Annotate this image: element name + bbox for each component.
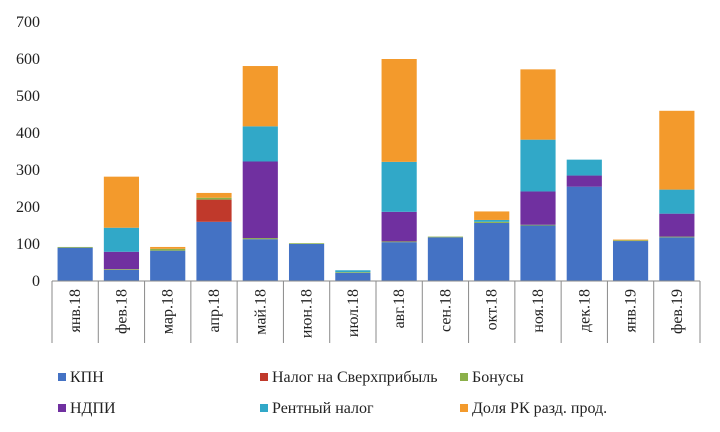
x-tick-label: янв.18 xyxy=(67,289,84,332)
legend-swatch xyxy=(460,373,468,381)
legend-label: Бонусы xyxy=(472,369,524,386)
bar-segment xyxy=(474,222,510,281)
x-tick-label: мар.18 xyxy=(160,289,177,334)
x-tick-label: янв.19 xyxy=(623,289,640,332)
bar-segment xyxy=(242,239,278,281)
x-tick-label: май.18 xyxy=(252,289,269,335)
legend-swatch xyxy=(260,404,268,412)
bar-segment xyxy=(288,243,325,244)
bar-segment xyxy=(196,221,232,281)
bar-segment xyxy=(612,240,649,242)
legend: КПН Налог на Сверхприбыль Бонусы НДПИ Рентны… xyxy=(58,369,607,417)
bar-segment xyxy=(196,192,232,198)
x-tick-label: июл.18 xyxy=(345,289,362,337)
bar-segment xyxy=(242,161,278,239)
x-tick-label: окт.18 xyxy=(484,289,501,330)
y-tick-label: 200 xyxy=(16,199,40,216)
bar-segment xyxy=(659,110,695,190)
y-tick-label: 0 xyxy=(32,273,40,290)
bar-segment xyxy=(103,227,140,252)
bar-segment xyxy=(335,270,371,273)
bar-segment xyxy=(335,272,371,273)
bar-segment xyxy=(335,272,371,281)
bars xyxy=(57,59,695,281)
legend-label: НДПИ xyxy=(70,400,116,417)
bar-segment xyxy=(659,237,695,281)
y-tick-label: 500 xyxy=(16,88,40,105)
bar-segment xyxy=(612,239,649,241)
bar-segment xyxy=(520,69,556,140)
bar-segment xyxy=(659,189,695,214)
x-tick-label: апр.18 xyxy=(206,289,223,332)
bar-segment xyxy=(520,225,556,281)
bar-segment xyxy=(566,159,602,176)
bar-segment xyxy=(659,236,695,238)
legend-label: Доля РК разд. прод. xyxy=(472,400,607,417)
legend-swatch xyxy=(58,404,66,412)
legend-label: Налог на Сверхприбыль xyxy=(272,369,438,386)
bar-segment xyxy=(520,139,556,192)
bar-segment xyxy=(196,197,232,200)
bar-segment xyxy=(381,241,417,243)
bar-segment xyxy=(103,251,140,270)
legend-swatch xyxy=(460,404,468,412)
bar-segment xyxy=(520,191,556,225)
bar-segment xyxy=(427,236,464,238)
legend-swatch xyxy=(58,373,66,381)
bar-segment xyxy=(381,211,417,242)
legend-swatch xyxy=(260,373,268,381)
bar-segment xyxy=(566,186,602,281)
bar-segment xyxy=(612,241,649,281)
bar-segment xyxy=(150,250,186,281)
y-tick-label: 400 xyxy=(16,125,40,142)
x-tick-label: июн.18 xyxy=(299,289,316,338)
bar-segment xyxy=(103,269,140,270)
y-tick-label: 100 xyxy=(16,236,40,253)
bar-segment xyxy=(381,59,417,162)
y-tick-label: 300 xyxy=(16,162,40,179)
bar-segment xyxy=(381,242,417,281)
bar-segment xyxy=(659,213,695,237)
x-tick-label: авг.18 xyxy=(391,289,408,328)
y-tick-label: 600 xyxy=(16,51,40,68)
bar-segment xyxy=(150,248,186,251)
bar-segment xyxy=(474,219,510,222)
bar-segment xyxy=(242,126,278,162)
bar-segment xyxy=(103,269,140,281)
bar-segment xyxy=(474,221,510,223)
x-tick-label: фев.18 xyxy=(113,289,130,334)
bar-segment xyxy=(381,161,417,212)
bar-segment xyxy=(57,246,93,248)
x-tick-label: ноя.18 xyxy=(530,289,547,333)
bar-segment xyxy=(103,176,140,228)
legend-label: КПН xyxy=(70,369,104,386)
x-axis: янв.18 фев.18 мар.18 апр.18 май.18 июн.18 июл.… xyxy=(51,280,701,343)
bar-segment xyxy=(150,246,186,249)
x-tick-label: фев.19 xyxy=(669,289,686,334)
bar-segment xyxy=(57,247,93,281)
y-tick-label: 700 xyxy=(16,14,40,31)
y-axis: 0 100 200 300 400 500 600 700 xyxy=(16,14,40,290)
bar-segment xyxy=(427,237,464,281)
bar-segment xyxy=(242,238,278,240)
bar-segment xyxy=(566,175,602,187)
bar-segment xyxy=(288,244,325,281)
bar-segment xyxy=(242,66,278,127)
x-tick-label: дек.18 xyxy=(576,289,593,332)
bar-segment xyxy=(520,224,556,226)
bar-segment xyxy=(474,211,510,220)
x-tick-label: сен.18 xyxy=(437,289,454,332)
bar-segment xyxy=(196,199,232,222)
legend-label: Рентный налог xyxy=(272,400,374,417)
